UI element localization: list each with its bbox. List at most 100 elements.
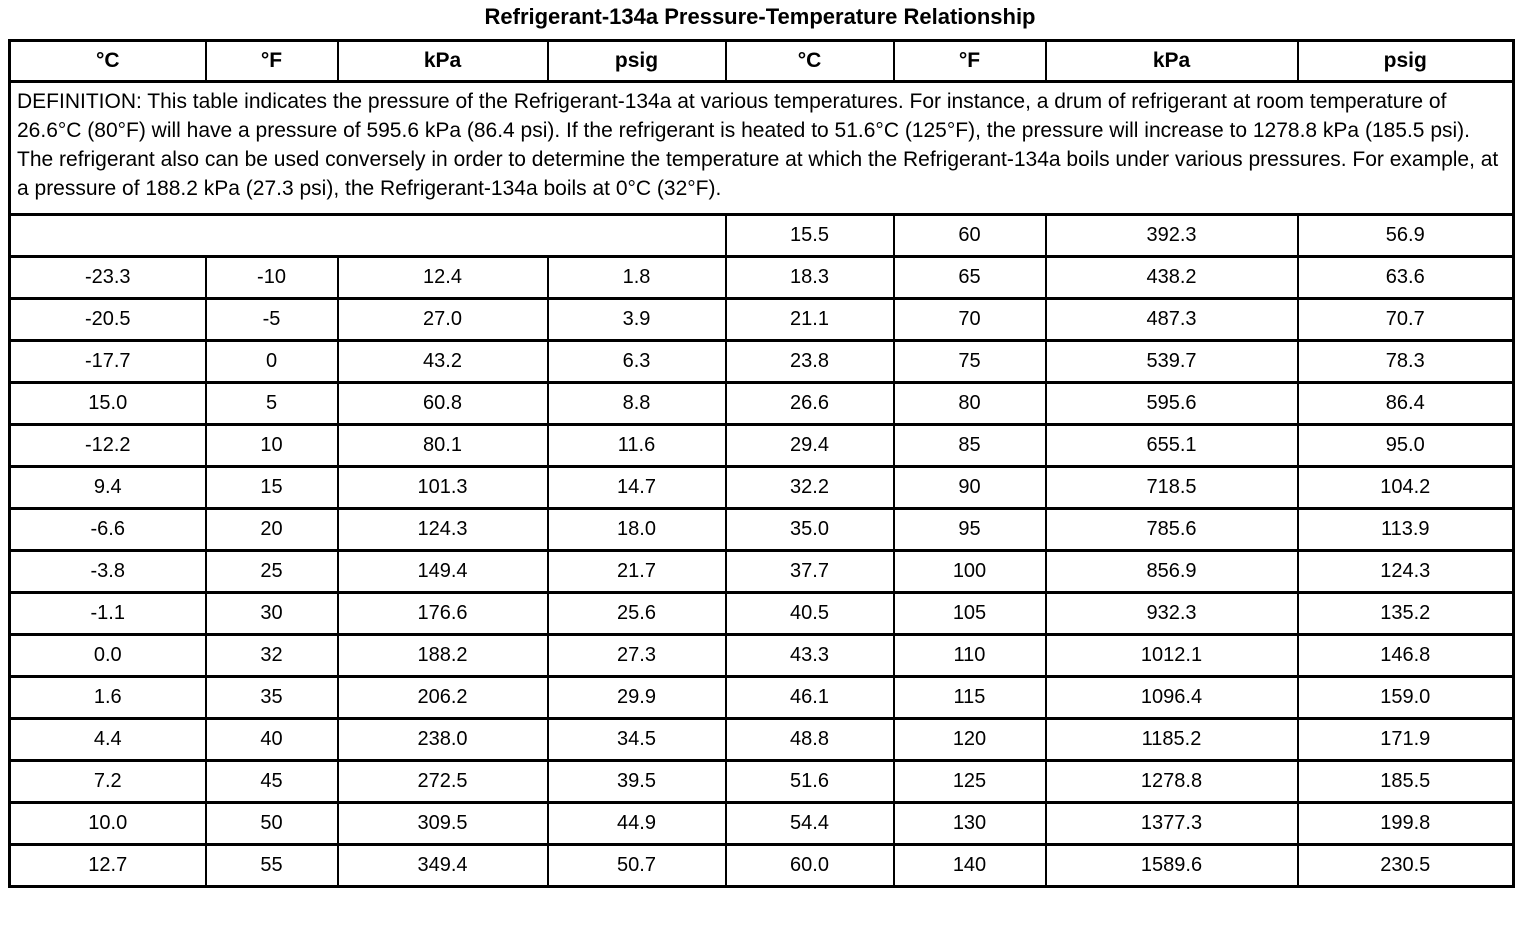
- table-cell: 21.1: [724, 297, 895, 342]
- table-cell: 125: [892, 759, 1047, 804]
- table-cell: 1.8: [546, 255, 727, 300]
- table-cell: 115: [892, 675, 1047, 720]
- spanned-row: 15.5 60 392.3 56.9: [8, 213, 1515, 258]
- table-cell: 45: [204, 759, 339, 804]
- table-cell: 35: [204, 675, 339, 720]
- table-cell: 34.5: [546, 717, 727, 762]
- table-cell: 130: [892, 801, 1047, 846]
- table-cell: 26.6: [724, 381, 895, 426]
- table-cell: -5: [204, 297, 339, 342]
- table-cell: 18.0: [546, 507, 727, 552]
- table-row: 9.4 15 101.3 14.7 32.2 90 718.5 104.2: [8, 465, 1515, 510]
- table-row: -6.6 20 124.3 18.0 35.0 95 785.6 113.9: [8, 507, 1515, 552]
- table-cell: 63.6: [1296, 255, 1515, 300]
- table-cell: 487.3: [1044, 297, 1299, 342]
- table-cell: 1.6: [8, 675, 207, 720]
- table-cell: 27.3: [546, 633, 727, 678]
- table-cell: 188.2: [336, 633, 549, 678]
- table-cell: 176.6: [336, 591, 549, 636]
- column-header-fahrenheit-left: °F: [204, 39, 339, 83]
- page-title: Refrigerant-134a Pressure-Temperature Re…: [484, 4, 1036, 29]
- table-cell: 18.3: [724, 255, 895, 300]
- pressure-temperature-table: °C °F kPa psig °C °F kPa psig DEFINITION…: [8, 39, 1515, 888]
- column-header-psig-right: psig: [1296, 39, 1515, 83]
- table-cell: 40.5: [724, 591, 895, 636]
- table-row: -23.3 -10 12.4 1.8 18.3 65 438.2 63.6: [8, 255, 1515, 300]
- table-cell: 1377.3: [1044, 801, 1299, 846]
- table-cell: 70: [892, 297, 1047, 342]
- table-cell: 438.2: [1044, 255, 1299, 300]
- table-cell: 50: [204, 801, 339, 846]
- table-row: -17.7 0 43.2 6.3 23.8 75 539.7 78.3: [8, 339, 1515, 384]
- table-cell: 29.4: [724, 423, 895, 468]
- table-cell: 856.9: [1044, 549, 1299, 594]
- table-cell: 32: [204, 633, 339, 678]
- column-header-celsius-left: °C: [8, 39, 207, 83]
- table-cell: 11.6: [546, 423, 727, 468]
- table-cell: 15.5: [724, 213, 895, 258]
- table-cell: 6.3: [546, 339, 727, 384]
- table-cell: 12.7: [8, 843, 207, 888]
- table-cell: 110: [892, 633, 1047, 678]
- table-cell: 60.0: [724, 843, 895, 888]
- table-cell: 932.3: [1044, 591, 1299, 636]
- table-cell: 51.6: [724, 759, 895, 804]
- table-cell: 785.6: [1044, 507, 1299, 552]
- definition-text: DEFINITION: This table indicates the pre…: [8, 80, 1515, 216]
- table-cell: -1.1: [8, 591, 207, 636]
- table-cell: -20.5: [8, 297, 207, 342]
- table-row: -3.8 25 149.4 21.7 37.7 100 856.9 124.3: [8, 549, 1515, 594]
- empty-span-cell: [8, 213, 727, 258]
- table-cell: 70.7: [1296, 297, 1515, 342]
- table-cell: 43.2: [336, 339, 549, 384]
- table-cell: 1278.8: [1044, 759, 1299, 804]
- table-cell: 56.9: [1296, 213, 1515, 258]
- table-cell: 95.0: [1296, 423, 1515, 468]
- table-cell: 718.5: [1044, 465, 1299, 510]
- table-cell: 309.5: [336, 801, 549, 846]
- table-cell: 21.7: [546, 549, 727, 594]
- table-cell: 44.9: [546, 801, 727, 846]
- table-cell: 10.0: [8, 801, 207, 846]
- table-cell: 146.8: [1296, 633, 1515, 678]
- table-cell: 55: [204, 843, 339, 888]
- table-cell: 27.0: [336, 297, 549, 342]
- table-cell: 75: [892, 339, 1047, 384]
- table-cell: 5: [204, 381, 339, 426]
- table-cell: 1096.4: [1044, 675, 1299, 720]
- table-row: -20.5 -5 27.0 3.9 21.1 70 487.3 70.7: [8, 297, 1515, 342]
- table-cell: 595.6: [1044, 381, 1299, 426]
- table-cell: 30: [204, 591, 339, 636]
- table-cell: 43.3: [724, 633, 895, 678]
- table-cell: 90: [892, 465, 1047, 510]
- table-cell: 135.2: [1296, 591, 1515, 636]
- table-cell: 78.3: [1296, 339, 1515, 384]
- table-cell: 29.9: [546, 675, 727, 720]
- table-cell: 3.9: [546, 297, 727, 342]
- column-header-psig-left: psig: [546, 39, 727, 83]
- column-header-fahrenheit-right: °F: [892, 39, 1047, 83]
- table-cell: 185.5: [1296, 759, 1515, 804]
- table-cell: 100: [892, 549, 1047, 594]
- table-cell: 15: [204, 465, 339, 510]
- table-cell: 25: [204, 549, 339, 594]
- table-cell: 124.3: [1296, 549, 1515, 594]
- table-cell: 392.3: [1044, 213, 1299, 258]
- table-cell: 159.0: [1296, 675, 1515, 720]
- table-cell: 199.8: [1296, 801, 1515, 846]
- table-cell: -3.8: [8, 549, 207, 594]
- table-cell: 80.1: [336, 423, 549, 468]
- table-cell: 1589.6: [1044, 843, 1299, 888]
- table-cell: 25.6: [546, 591, 727, 636]
- table-cell: 85: [892, 423, 1047, 468]
- table-cell: 149.4: [336, 549, 549, 594]
- table-cell: 120: [892, 717, 1047, 762]
- table-cell: 20: [204, 507, 339, 552]
- table-row: 1.6 35 206.2 29.9 46.1 115 1096.4 159.0: [8, 675, 1515, 720]
- table-cell: 124.3: [336, 507, 549, 552]
- table-cell: 0: [204, 339, 339, 384]
- table-body: DEFINITION: This table indicates the pre…: [8, 80, 1515, 888]
- column-header-kpa-right: kPa: [1044, 39, 1299, 83]
- table-cell: 101.3: [336, 465, 549, 510]
